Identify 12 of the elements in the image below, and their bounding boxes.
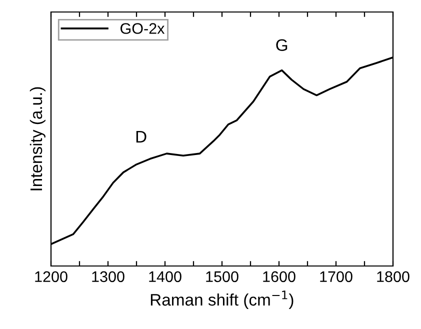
- x-tick-label: 1400: [149, 271, 182, 282]
- x-tick-label: 1800: [377, 271, 410, 282]
- legend-label: GO-2x: [120, 23, 165, 34]
- x-tick-label: 1600: [263, 271, 296, 282]
- annotation: D: [136, 130, 146, 142]
- x-tick-label: 1200: [35, 271, 68, 282]
- annotation: G: [276, 39, 288, 52]
- x-tick-label: 1300: [92, 271, 124, 282]
- y-axis-title: Intensity (a.u.): [30, 87, 46, 190]
- x-tick-label: 1700: [320, 271, 352, 282]
- x-tick-label: 1500: [206, 271, 238, 282]
- x-axis-title: Raman shift (cm$^{−1}$): [150, 290, 294, 309]
